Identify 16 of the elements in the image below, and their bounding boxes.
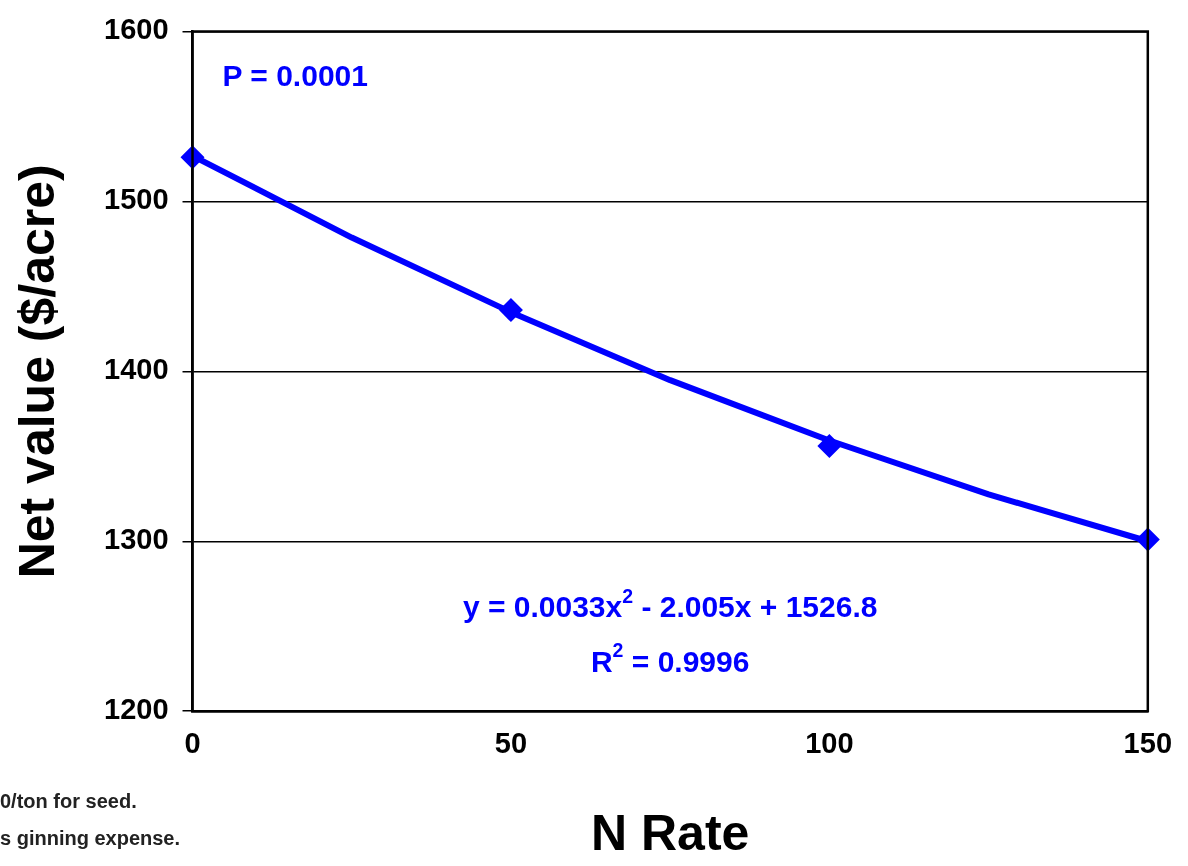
y-tick-label: 1300 xyxy=(104,523,169,556)
x-axis-title: N Rate xyxy=(590,804,750,861)
y-tick-label: 1400 xyxy=(104,353,169,386)
text: 0/ton for seed. xyxy=(0,789,137,812)
point xyxy=(817,434,842,459)
point xyxy=(498,298,523,323)
y-tick-label: 1600 xyxy=(104,13,169,46)
x-tick-label: 150 xyxy=(1123,726,1172,759)
x-tick-label: 0 xyxy=(184,726,201,759)
y-tick-label: 1500 xyxy=(104,183,169,216)
x-tick-label: 50 xyxy=(494,726,528,759)
x-tick-label: 100 xyxy=(805,726,854,759)
y-axis-title: Net value ($/acre) xyxy=(8,164,65,579)
text: s ginning expense. xyxy=(0,826,181,849)
y-tick-label: 1200 xyxy=(104,693,169,726)
annotation: P = 0.0001 xyxy=(222,58,368,92)
